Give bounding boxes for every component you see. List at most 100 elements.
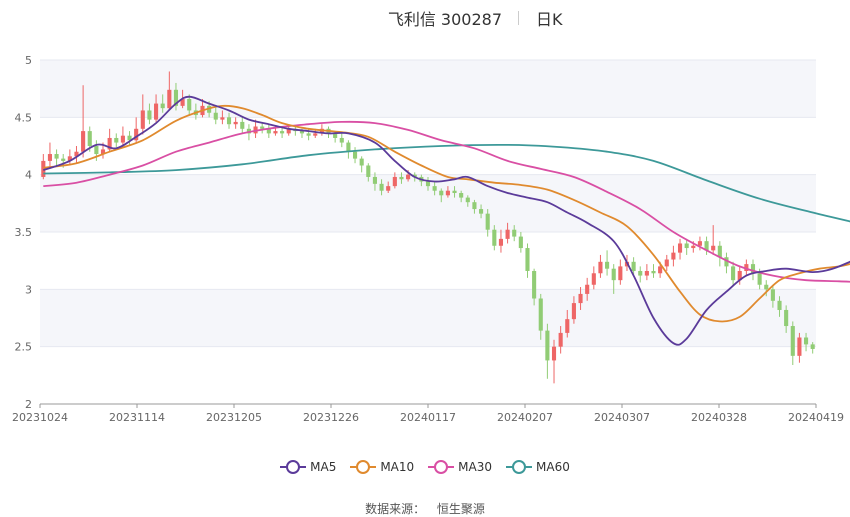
candle-body xyxy=(412,174,417,177)
y-tick-label: 4.5 xyxy=(15,111,33,124)
candle xyxy=(266,124,271,138)
candle-body xyxy=(744,264,749,271)
candle-body xyxy=(777,300,782,310)
candle xyxy=(810,342,815,354)
candle xyxy=(445,186,450,198)
candle-body xyxy=(114,137,119,143)
candle-body xyxy=(803,337,809,345)
candle-body xyxy=(631,261,636,271)
candle xyxy=(538,293,543,340)
candle-body xyxy=(167,89,172,109)
candle-body xyxy=(472,202,477,210)
y-axis-ticks: 5 4.5 4 3.5 3 2.5 2 xyxy=(15,54,33,411)
candle xyxy=(803,332,809,352)
candle-body xyxy=(339,137,344,143)
candle-body xyxy=(432,186,437,191)
candle-body xyxy=(220,117,225,120)
legend-label: MA60 xyxy=(536,460,570,474)
ma10-line xyxy=(43,104,850,323)
candle-body xyxy=(525,248,530,271)
candle-body xyxy=(565,319,570,333)
x-tick-label: 20240307 xyxy=(594,411,650,424)
chart-title: 飞利信 300287 xyxy=(387,10,502,29)
candle-body xyxy=(485,213,490,230)
candle-body xyxy=(266,128,271,134)
candle-body xyxy=(585,284,590,294)
candle xyxy=(293,126,298,136)
candle-body xyxy=(651,270,656,274)
y-tick-label: 2.5 xyxy=(15,341,33,354)
candle-body xyxy=(61,158,66,161)
candle-body xyxy=(598,261,603,274)
candle xyxy=(452,186,457,198)
chart-header: 飞利信 300287 日K xyxy=(0,6,850,30)
candle-body xyxy=(94,146,99,155)
candle-body xyxy=(366,165,371,177)
candle xyxy=(379,179,384,196)
candle xyxy=(67,149,72,166)
candle xyxy=(47,142,53,169)
candle xyxy=(226,112,232,129)
candle-body xyxy=(551,346,557,361)
legend-item-ma5[interactable]: MA5 xyxy=(280,458,336,476)
candle xyxy=(280,126,285,138)
background-band xyxy=(40,289,816,347)
data-source: 数据来源： 恒生聚源 xyxy=(0,500,850,517)
candle-body xyxy=(286,128,291,134)
candle-body xyxy=(180,98,185,106)
candle-body xyxy=(638,270,643,276)
legend-item-ma10[interactable]: MA10 xyxy=(350,458,414,476)
candle-body xyxy=(127,135,132,141)
x-tick-label: 20240328 xyxy=(691,411,747,424)
candle xyxy=(154,94,159,122)
candle-body xyxy=(479,209,484,214)
candle-body xyxy=(406,174,411,180)
candle xyxy=(605,250,610,276)
candle-body xyxy=(664,259,669,267)
y-tick-label: 4 xyxy=(25,169,32,182)
candle-body xyxy=(173,89,179,106)
candle-body xyxy=(140,110,145,129)
candles xyxy=(41,71,815,384)
candle xyxy=(114,133,119,148)
candle xyxy=(359,156,364,173)
candle-body xyxy=(392,176,397,187)
candle-body xyxy=(737,270,742,281)
candle-body xyxy=(618,266,623,281)
chart-subtitle: 日K xyxy=(536,10,563,29)
x-tick-label: 20231226 xyxy=(303,411,359,424)
candle xyxy=(611,264,616,294)
ma60-line xyxy=(43,143,850,223)
candle-body xyxy=(452,190,457,194)
candle-body xyxy=(306,133,311,136)
candle xyxy=(439,188,444,203)
legend-item-ma60[interactable]: MA60 xyxy=(506,458,570,476)
y-tick-label: 3 xyxy=(25,283,32,296)
candle-body xyxy=(299,131,305,134)
candle-body xyxy=(107,137,112,150)
candle-body xyxy=(187,98,192,111)
legend[interactable]: MA5 MA10 MA30 MA60 xyxy=(0,458,850,476)
candle-body xyxy=(333,133,338,138)
candle xyxy=(74,146,79,164)
candle xyxy=(459,190,464,203)
candle-body xyxy=(518,236,523,249)
candle-body xyxy=(717,245,722,258)
candle xyxy=(571,296,576,324)
candle xyxy=(797,332,802,363)
gridlines xyxy=(40,59,816,405)
ma30-line xyxy=(43,120,850,283)
legend-swatch-icon xyxy=(506,460,533,474)
candle xyxy=(366,163,371,182)
candle xyxy=(213,105,218,125)
x-tick-label: 20240207 xyxy=(497,411,553,424)
candle xyxy=(651,264,656,278)
candle-body xyxy=(684,243,689,249)
candle xyxy=(532,268,537,306)
candle-body xyxy=(532,270,537,299)
x-tick-label: 20231114 xyxy=(109,411,165,424)
legend-item-ma30[interactable]: MA30 xyxy=(428,458,492,476)
candle xyxy=(425,176,431,191)
candle-body xyxy=(545,330,550,361)
candle-body xyxy=(74,151,79,157)
